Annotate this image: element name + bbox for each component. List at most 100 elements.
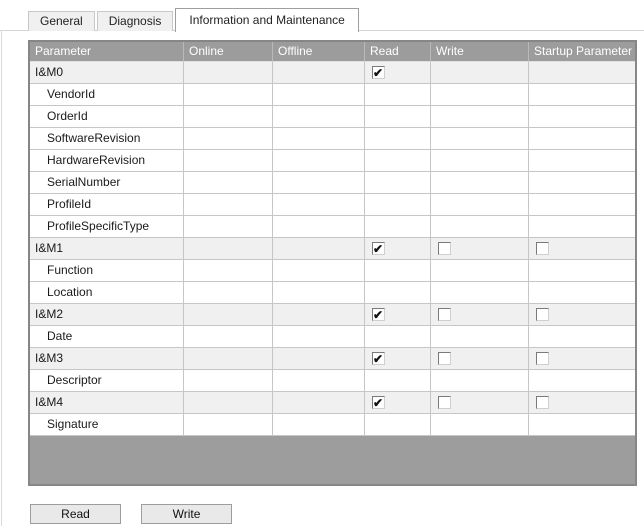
- parameter-cell: I&M3: [30, 348, 184, 370]
- write-checkbox[interactable]: [438, 308, 451, 321]
- startup-parameter-cell: [529, 282, 635, 304]
- table-row[interactable]: I&M0: [30, 62, 635, 84]
- write-cell: [431, 260, 529, 282]
- parameter-cell: I&M1: [30, 238, 184, 260]
- offline-cell: [273, 62, 365, 84]
- parameter-cell: Location: [30, 282, 184, 304]
- write-checkbox[interactable]: [438, 396, 451, 409]
- table-row[interactable]: I&M3: [30, 348, 635, 370]
- offline-cell: [273, 172, 365, 194]
- parameter-cell: SerialNumber: [30, 172, 184, 194]
- column-header-online[interactable]: Online: [184, 42, 273, 62]
- table-row[interactable]: OrderId: [30, 106, 635, 128]
- online-cell: [184, 370, 273, 392]
- startup-parameter-checkbox[interactable]: [536, 308, 549, 321]
- read-button[interactable]: Read: [30, 504, 121, 524]
- column-header-write[interactable]: Write: [431, 42, 529, 62]
- parameter-cell: I&M0: [30, 62, 184, 84]
- table-row[interactable]: Location: [30, 282, 635, 304]
- table-row[interactable]: ProfileSpecificType: [30, 216, 635, 238]
- offline-cell: [273, 282, 365, 304]
- parameter-table: Parameter Online Offline Read Write Star…: [28, 40, 637, 486]
- offline-cell: [273, 370, 365, 392]
- column-header-parameter[interactable]: Parameter: [30, 42, 184, 62]
- online-cell: [184, 106, 273, 128]
- startup-parameter-checkbox[interactable]: [536, 242, 549, 255]
- write-button[interactable]: Write: [141, 504, 232, 524]
- offline-cell: [273, 84, 365, 106]
- read-checkbox[interactable]: [372, 393, 385, 413]
- table-row[interactable]: SerialNumber: [30, 172, 635, 194]
- online-cell: [184, 304, 273, 326]
- tab-diagnosis[interactable]: Diagnosis: [96, 11, 174, 31]
- startup-parameter-cell: [529, 150, 635, 172]
- write-cell: [431, 370, 529, 392]
- startup-parameter-checkbox[interactable]: [536, 352, 549, 365]
- offline-cell: [273, 304, 365, 326]
- write-cell: [431, 84, 529, 106]
- table-row[interactable]: HardwareRevision: [30, 150, 635, 172]
- startup-parameter-cell: [529, 216, 635, 238]
- table-row[interactable]: VendorId: [30, 84, 635, 106]
- offline-cell: [273, 414, 365, 436]
- online-cell: [184, 84, 273, 106]
- table-row[interactable]: Descriptor: [30, 370, 635, 392]
- table-row[interactable]: I&M1: [30, 238, 635, 260]
- online-cell: [184, 282, 273, 304]
- offline-cell: [273, 106, 365, 128]
- online-cell: [184, 62, 273, 84]
- column-header-startup-parameter[interactable]: Startup Parameter: [529, 42, 635, 62]
- parameter-cell: Descriptor: [30, 370, 184, 392]
- online-cell: [184, 260, 273, 282]
- read-cell: [365, 84, 431, 106]
- table-row[interactable]: I&M4: [30, 392, 635, 414]
- read-cell: [365, 172, 431, 194]
- read-checkbox[interactable]: [372, 63, 385, 83]
- table-empty-area: [30, 436, 635, 484]
- online-cell: [184, 414, 273, 436]
- table-row[interactable]: SoftwareRevision: [30, 128, 635, 150]
- read-checkbox[interactable]: [372, 239, 385, 259]
- tab-information-and-maintenance[interactable]: Information and Maintenance: [175, 8, 359, 32]
- read-cell: [365, 128, 431, 150]
- offline-cell: [273, 128, 365, 150]
- write-checkbox[interactable]: [438, 352, 451, 365]
- startup-parameter-cell: [529, 106, 635, 128]
- read-checkbox[interactable]: [372, 305, 385, 325]
- column-header-read[interactable]: Read: [365, 42, 431, 62]
- tab-strip: General Diagnosis Information and Mainte…: [0, 0, 644, 32]
- online-cell: [184, 172, 273, 194]
- tab-general[interactable]: General: [28, 11, 95, 31]
- write-cell: [431, 326, 529, 348]
- startup-parameter-cell: [529, 370, 635, 392]
- startup-parameter-checkbox[interactable]: [536, 396, 549, 409]
- startup-parameter-cell: [529, 62, 635, 84]
- write-checkbox[interactable]: [438, 242, 451, 255]
- read-cell: [365, 62, 431, 84]
- write-cell: [431, 304, 529, 326]
- online-cell: [184, 238, 273, 260]
- offline-cell: [273, 238, 365, 260]
- startup-parameter-cell: [529, 348, 635, 370]
- read-checkbox[interactable]: [372, 349, 385, 369]
- startup-parameter-cell: [529, 326, 635, 348]
- startup-parameter-cell: [529, 172, 635, 194]
- write-cell: [431, 216, 529, 238]
- column-header-offline[interactable]: Offline: [273, 42, 365, 62]
- offline-cell: [273, 260, 365, 282]
- write-cell: [431, 348, 529, 370]
- startup-parameter-cell: [529, 128, 635, 150]
- table-row[interactable]: ProfileId: [30, 194, 635, 216]
- read-cell: [365, 282, 431, 304]
- write-cell: [431, 238, 529, 260]
- write-cell: [431, 392, 529, 414]
- table-row[interactable]: Signature: [30, 414, 635, 436]
- table-row[interactable]: I&M2: [30, 304, 635, 326]
- table-row[interactable]: Date: [30, 326, 635, 348]
- online-cell: [184, 326, 273, 348]
- table-row[interactable]: Function: [30, 260, 635, 282]
- online-cell: [184, 348, 273, 370]
- online-cell: [184, 392, 273, 414]
- offline-cell: [273, 194, 365, 216]
- write-cell: [431, 282, 529, 304]
